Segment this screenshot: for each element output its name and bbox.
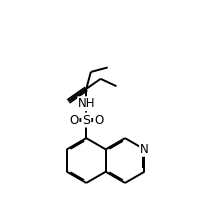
Text: O: O (69, 114, 79, 126)
Text: S: S (82, 114, 90, 126)
Text: O: O (94, 114, 103, 126)
Text: N: N (140, 143, 149, 156)
Text: NH: NH (78, 97, 96, 110)
